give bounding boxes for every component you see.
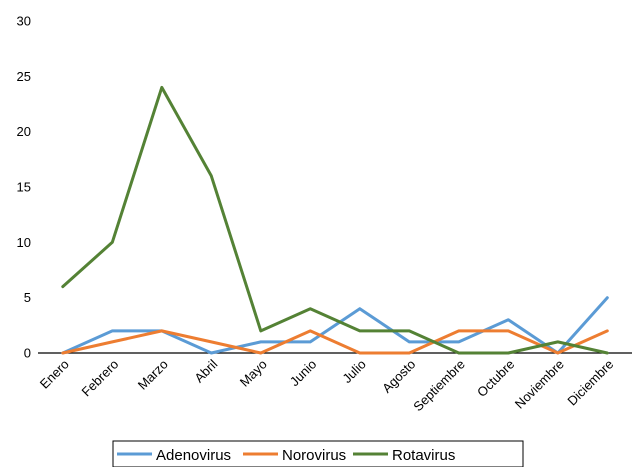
x-tick-label: Agosto [379,357,418,396]
series-line-norovirus [61,329,609,355]
x-axis-ticks: Enero Febrero Marzo Abril Mayo Junio Julio Agos… [37,356,617,414]
y-axis-ticks: 0 5 10 15 20 25 30 [17,14,31,361]
y-tick-label: 0 [24,346,31,361]
y-tick-label: 5 [24,290,31,305]
x-tick-label: Noviembre [512,357,567,412]
series-line-adenovirus [61,296,609,355]
y-tick-label: 10 [17,235,31,250]
legend: Adenovirus Norovirus Rotavirus [112,440,524,467]
x-tick-label: Mayo [237,357,270,390]
x-tick-label: Septiembre [410,357,468,415]
series-lines [61,85,609,355]
x-tick-label: Enero [37,357,72,392]
x-tick-label: Octubre [474,357,517,400]
y-tick-label: 20 [17,124,31,139]
x-tick-label: Junio [287,357,320,390]
y-tick-label: 15 [17,180,31,195]
x-tick-label: Marzo [135,357,171,393]
x-tick-label: Febrero [79,357,122,400]
x-tick-label: Diciembre [564,357,616,409]
legend-label: Adenovirus [156,447,231,464]
legend-box [112,440,524,467]
x-tick-label: Abril [191,356,220,385]
x-tick-label: Julio [339,357,369,387]
legend-label: Rotavirus [392,447,455,464]
y-tick-label: 25 [17,69,31,84]
series-line-rotavirus [61,85,609,355]
legend-label: Norovirus [282,447,346,464]
y-tick-label: 30 [17,14,31,29]
